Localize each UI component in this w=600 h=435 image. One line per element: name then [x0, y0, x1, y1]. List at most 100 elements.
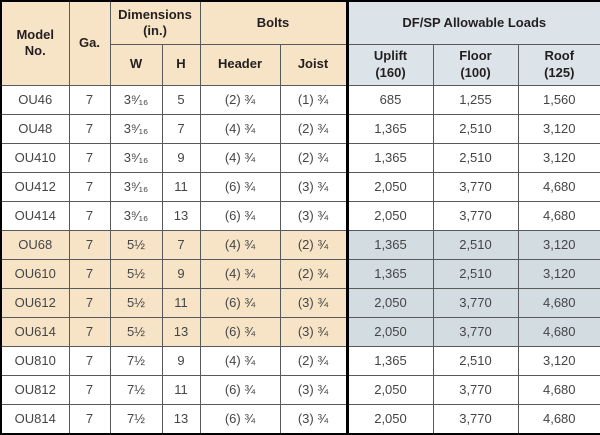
col-header-model: Model No. — [0, 0, 70, 86]
cell-header: (4) ¾ — [199, 345, 281, 376]
cell-floor: 3,770 — [432, 287, 519, 318]
table-row: OU412 7 3⁹⁄₁₆ 11 (6) ¾ (3) ¾ 2,050 3,770 4,680 — [0, 171, 600, 202]
cell-uplift: 685 — [345, 84, 434, 115]
col-header-ga: Ga. — [68, 0, 111, 86]
col-header-roof: Roof (125) — [517, 43, 600, 86]
table-row: OU812 7 7½ 11 (6) ¾ (3) ¾ 2,050 3,770 4,680 — [0, 374, 600, 405]
cell-model: OU812 — [0, 374, 70, 405]
cell-floor: 2,510 — [432, 229, 519, 260]
table-body: OU46 7 3⁹⁄₁₆ 5 (2) ¾ (1) ¾ 685 1,255 1,560 OU48 7 3… — [0, 84, 600, 434]
cell-header: (6) ¾ — [199, 287, 281, 318]
cell-joist: (3) ¾ — [279, 200, 348, 231]
cell-h: 13 — [161, 200, 201, 231]
cell-uplift: 2,050 — [345, 287, 434, 318]
header-sub-row: W H Header Joist Uplift (160) Floor (100… — [1, 43, 600, 86]
cell-model: OU48 — [0, 113, 70, 144]
col-group-loads: DF/SP Allowable Loads — [345, 0, 600, 45]
cell-joist: (2) ¾ — [279, 258, 348, 289]
cell-joist: (2) ¾ — [279, 229, 348, 260]
cell-ga: 7 — [68, 374, 111, 405]
cell-model: OU412 — [0, 171, 70, 202]
cell-h: 11 — [161, 374, 201, 405]
cell-joist: (2) ¾ — [279, 345, 348, 376]
table-row: OU48 7 3⁹⁄₁₆ 7 (4) ¾ (2) ¾ 1,365 2,510 3,120 — [0, 113, 600, 144]
cell-ga: 7 — [68, 84, 111, 115]
cell-floor: 2,510 — [432, 142, 519, 173]
cell-ga: 7 — [68, 200, 111, 231]
cell-w: 5½ — [109, 287, 163, 318]
cell-uplift: 2,050 — [345, 171, 434, 202]
cell-model: OU612 — [0, 287, 70, 318]
cell-w: 5½ — [109, 316, 163, 347]
col-header-header-bolts: Header — [199, 43, 281, 86]
cell-joist: (3) ¾ — [279, 287, 348, 318]
cell-ga: 7 — [68, 316, 111, 347]
cell-roof: 3,120 — [517, 142, 600, 173]
table-row: OU414 7 3⁹⁄₁₆ 13 (6) ¾ (3) ¾ 2,050 3,770 4,680 — [0, 200, 600, 231]
cell-joist: (2) ¾ — [279, 142, 348, 173]
cell-joist: (3) ¾ — [279, 403, 348, 434]
cell-model: OU814 — [0, 403, 70, 434]
col-header-joist-bolts: Joist — [279, 43, 348, 86]
cell-floor: 2,510 — [432, 345, 519, 376]
table-row: OU610 7 5½ 9 (4) ¾ (2) ¾ 1,365 2,510 3,120 — [0, 258, 600, 289]
cell-w: 3⁹⁄₁₆ — [109, 142, 163, 173]
cell-w: 7½ — [109, 374, 163, 405]
cell-floor: 2,510 — [432, 113, 519, 144]
cell-h: 13 — [161, 316, 201, 347]
cell-roof: 4,680 — [517, 287, 600, 318]
cell-header: (6) ¾ — [199, 200, 281, 231]
table-row: OU68 7 5½ 7 (4) ¾ (2) ¾ 1,365 2,510 3,120 — [0, 229, 600, 260]
cell-header: (4) ¾ — [199, 258, 281, 289]
cell-joist: (3) ¾ — [279, 316, 348, 347]
cell-ga: 7 — [68, 142, 111, 173]
cell-joist: (3) ¾ — [279, 171, 348, 202]
cell-w: 7½ — [109, 403, 163, 434]
cell-floor: 3,770 — [432, 200, 519, 231]
cell-header: (6) ¾ — [199, 316, 281, 347]
table-row: OU46 7 3⁹⁄₁₆ 5 (2) ¾ (1) ¾ 685 1,255 1,560 — [0, 84, 600, 115]
cell-h: 7 — [161, 229, 201, 260]
cell-h: 7 — [161, 113, 201, 144]
cell-ga: 7 — [68, 229, 111, 260]
cell-roof: 3,120 — [517, 345, 600, 376]
cell-w: 7½ — [109, 345, 163, 376]
cell-w: 3⁹⁄₁₆ — [109, 200, 163, 231]
cell-header: (4) ¾ — [199, 113, 281, 144]
cell-h: 5 — [161, 84, 201, 115]
cell-uplift: 2,050 — [345, 316, 434, 347]
col-group-bolts: Bolts — [199, 0, 348, 45]
cell-model: OU414 — [0, 200, 70, 231]
cell-header: (4) ¾ — [199, 142, 281, 173]
table-row: OU614 7 5½ 13 (6) ¾ (3) ¾ 2,050 3,770 4,680 — [0, 316, 600, 347]
cell-floor: 3,770 — [432, 171, 519, 202]
cell-roof: 3,120 — [517, 258, 600, 289]
cell-roof: 4,680 — [517, 200, 600, 231]
cell-header: (2) ¾ — [199, 84, 281, 115]
cell-h: 9 — [161, 142, 201, 173]
col-header-uplift: Uplift (160) — [345, 43, 434, 86]
cell-header: (4) ¾ — [199, 229, 281, 260]
cell-uplift: 1,365 — [345, 142, 434, 173]
cell-w: 3⁹⁄₁₆ — [109, 171, 163, 202]
cell-roof: 4,680 — [517, 374, 600, 405]
cell-w: 3⁹⁄₁₆ — [109, 113, 163, 144]
cell-h: 9 — [161, 258, 201, 289]
cell-floor: 1,255 — [432, 84, 519, 115]
col-header-floor: Floor (100) — [432, 43, 519, 86]
cell-floor: 2,510 — [432, 258, 519, 289]
col-header-w: W — [109, 43, 163, 86]
cell-ga: 7 — [68, 403, 111, 434]
cell-joist: (2) ¾ — [279, 113, 348, 144]
cell-uplift: 1,365 — [345, 258, 434, 289]
cell-model: OU410 — [0, 142, 70, 173]
cell-uplift: 2,050 — [345, 374, 434, 405]
cell-h: 9 — [161, 345, 201, 376]
cell-ga: 7 — [68, 171, 111, 202]
cell-header: (6) ¾ — [199, 374, 281, 405]
cell-floor: 3,770 — [432, 316, 519, 347]
cell-ga: 7 — [68, 258, 111, 289]
table-row: OU814 7 7½ 13 (6) ¾ (3) ¾ 2,050 3,770 4,680 — [0, 403, 600, 434]
cell-uplift: 1,365 — [345, 113, 434, 144]
